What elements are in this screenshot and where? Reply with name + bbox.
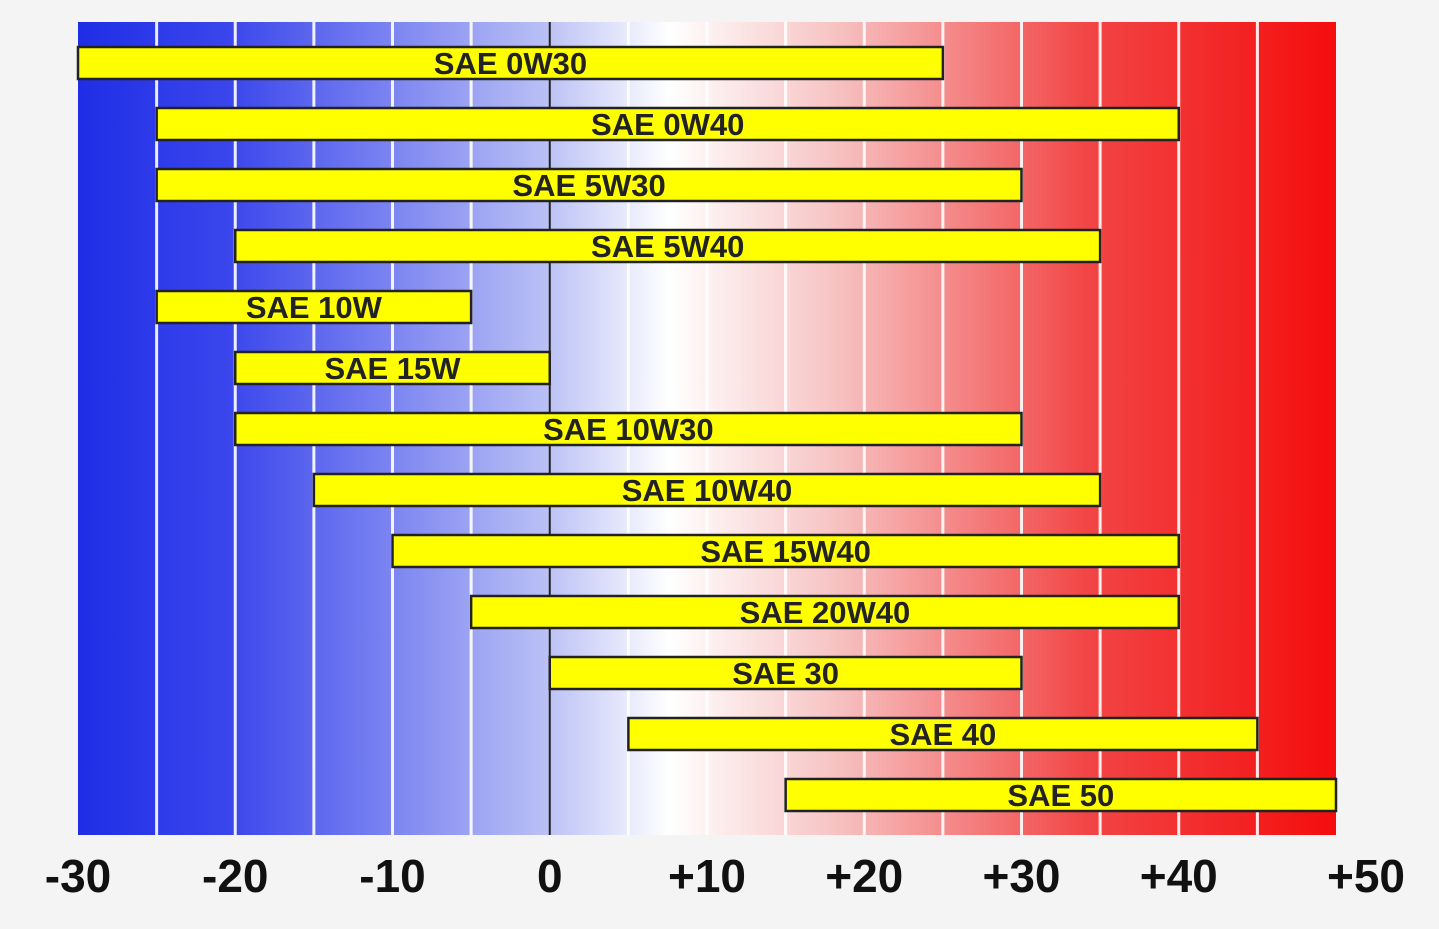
bar-range bbox=[627, 716, 1259, 752]
bar-label: SAE 20W40 bbox=[740, 595, 911, 630]
x-tick-label: 0 bbox=[537, 850, 563, 902]
bar-range bbox=[234, 411, 1023, 447]
bar-label: SAE 10W30 bbox=[543, 412, 714, 447]
bar-sae-40: SAE 40 bbox=[627, 716, 1259, 752]
x-tick-label: +40 bbox=[1140, 850, 1218, 902]
bar-label: SAE 10W40 bbox=[622, 473, 793, 508]
bar-range bbox=[391, 533, 1180, 569]
bar-sae-10w: SAE 10W bbox=[155, 289, 473, 325]
bar-label: SAE 5W30 bbox=[512, 168, 665, 203]
x-tick-label: -10 bbox=[359, 850, 425, 902]
bar-label: SAE 15W bbox=[324, 351, 461, 386]
bar-range bbox=[234, 228, 1102, 264]
bar-range bbox=[548, 655, 1023, 691]
x-tick-label: -20 bbox=[202, 850, 268, 902]
x-tick-label: +30 bbox=[982, 850, 1060, 902]
bar-sae-50: SAE 50 bbox=[784, 777, 1338, 813]
x-tick-label: +20 bbox=[825, 850, 903, 902]
bar-range bbox=[469, 594, 1180, 630]
x-axis-ticks: -30 -20 -10 0 +10 +20 +30 +40 +50 bbox=[45, 850, 1405, 902]
bar-label: SAE 10W bbox=[246, 290, 383, 325]
bar-range bbox=[155, 106, 1180, 142]
x-tick-label: -30 bbox=[45, 850, 111, 902]
bar-range bbox=[312, 472, 1102, 508]
bar-sae-0w30: SAE 0W30 bbox=[76, 45, 945, 81]
bar-sae-10w30: SAE 10W30 bbox=[234, 411, 1023, 447]
bar-sae-5w30: SAE 5W30 bbox=[155, 167, 1023, 203]
bar-label: SAE 30 bbox=[732, 656, 839, 691]
bar-range bbox=[155, 167, 1023, 203]
bar-label: SAE 15W40 bbox=[700, 534, 871, 569]
bar-sae-5w40: SAE 5W40 bbox=[234, 228, 1102, 264]
bar-range bbox=[155, 289, 473, 325]
bar-sae-0w40: SAE 0W40 bbox=[155, 106, 1180, 142]
bar-label: SAE 0W40 bbox=[591, 107, 744, 142]
bar-label: SAE 0W30 bbox=[434, 46, 587, 81]
bar-sae-10w40: SAE 10W40 bbox=[312, 472, 1102, 508]
x-tick-label: +10 bbox=[668, 850, 746, 902]
bar-label: SAE 40 bbox=[889, 717, 996, 752]
bar-sae-15w: SAE 15W bbox=[234, 350, 551, 386]
bar-range bbox=[784, 777, 1338, 813]
bar-label: SAE 5W40 bbox=[591, 229, 744, 264]
bar-range bbox=[234, 350, 551, 386]
bar-range bbox=[76, 45, 945, 81]
bar-sae-20w40: SAE 20W40 bbox=[469, 594, 1180, 630]
bar-sae-15w40: SAE 15W40 bbox=[391, 533, 1180, 569]
x-tick-label: +50 bbox=[1327, 850, 1405, 902]
bar-label: SAE 50 bbox=[1007, 778, 1114, 813]
bar-sae-30: SAE 30 bbox=[548, 655, 1023, 691]
